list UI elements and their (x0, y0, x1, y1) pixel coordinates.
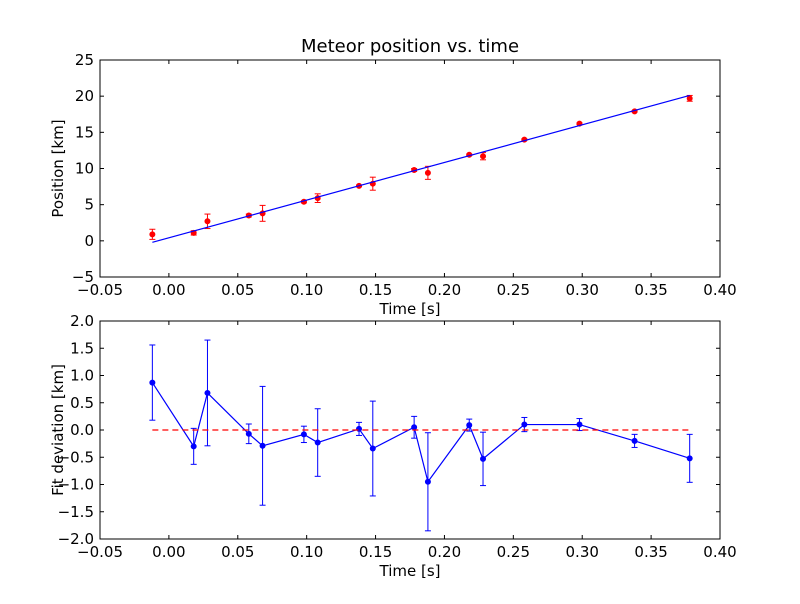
panel-2-x-tick-label: 0.25 (497, 543, 530, 561)
panel-1-y-axis-label: Position [km] (49, 119, 67, 217)
panel-2-series-1-point (245, 430, 252, 437)
panel-2-y-tick-label: −2.0 (58, 530, 94, 548)
panel-2-x-tick-label: 0.00 (152, 543, 185, 561)
panel-2-series-1-point (204, 389, 211, 396)
panel-2-series-1-point (411, 424, 418, 431)
panel-1-x-tick-label: 0.05 (221, 281, 254, 299)
panel-2-series-1-point (424, 478, 431, 485)
panel-1-x-tick-label: 0.35 (634, 281, 667, 299)
panel-2-series-1-point (149, 379, 156, 386)
panel-2-series-1-point (576, 421, 583, 428)
panel-1-y-tick-label: 0 (84, 232, 94, 250)
panel-2-y-tick-label: −1.0 (58, 476, 94, 494)
panel-1-x-tick-label: 0.25 (497, 281, 530, 299)
panel-2: −0.05 0.00 0.05 0.10 0.15 0.20 0.25 0.30 0.35 0.4… (49, 312, 737, 580)
panel-2-y-tick-label: 2.0 (70, 312, 94, 330)
panel-1-y-tick-label: 15 (75, 123, 94, 141)
panel-2-x-tick-label: −0.05 (77, 543, 123, 561)
panel-2-series-1-point (686, 455, 693, 462)
panel-2-series-1-point (369, 445, 376, 452)
panel-2-series-1-point (356, 425, 363, 432)
panel-2-series-1-point (190, 443, 197, 450)
panel-2-series-1-line (151, 382, 690, 484)
panel-1-x-tick-label: 0.15 (359, 281, 392, 299)
panel-2-x-tick-label: 0.30 (566, 543, 599, 561)
panel-2-y-tick-label: 1.0 (70, 367, 94, 385)
panel-1-y-tick-label: 25 (75, 51, 94, 69)
panel-1-series-1-point (686, 95, 693, 102)
panel-2-x-tick-label: 0.40 (703, 543, 736, 561)
panel-2-x-tick-label: 0.20 (428, 543, 461, 561)
panel-1-x-tick-label: 0.30 (566, 281, 599, 299)
panel-2-series-1-point (521, 421, 528, 428)
panel-2-series-1-point (631, 437, 638, 444)
panel-2-y-tick-label: 1.5 (70, 339, 94, 357)
panel-1-x-axis-label: Time [s] (379, 300, 441, 318)
panel-1-x-tick-label: 0.00 (152, 281, 185, 299)
panel-2-x-tick-label: 0.35 (634, 543, 667, 561)
panel-1-title: Meteor position vs. time (301, 36, 519, 57)
panel-2-y-tick-label: 0.5 (70, 394, 94, 412)
panel-1-series-1-point (480, 153, 487, 160)
panel-1-series-2-fit-line (152, 94, 690, 243)
panel-2-series-1-point (259, 442, 266, 449)
panel-1-y-tick-label: 10 (75, 160, 94, 178)
panel-1-series-1-point (204, 218, 211, 225)
panel-1-series-1-point (424, 169, 431, 176)
panel-2-y-tick-label: −0.5 (58, 448, 94, 466)
panel-2-series-1-point (314, 439, 321, 446)
panel-1-y-tick-label: 20 (75, 87, 94, 105)
panel-2-series-1-point (480, 455, 487, 462)
panel-2-series-1-point (466, 422, 473, 429)
panel-1-x-tick-label: −0.05 (77, 281, 123, 299)
panel-1-y-tick-label: −5 (72, 268, 94, 286)
panel-1-x-tick-label: 0.10 (290, 281, 323, 299)
panel-2-series-1-point (300, 431, 307, 438)
panel-1-y-tick-label: 5 (84, 196, 94, 214)
panel-1-x-tick-label: 0.40 (703, 281, 736, 299)
panel-2-y-tick-label: 0.0 (70, 421, 94, 439)
panel-1-series-1-point (149, 231, 156, 238)
panel-1-axes-frame (99, 59, 721, 278)
panel-2-x-axis-label: Time [s] (379, 562, 441, 580)
panel-1: Meteor position vs. time −0.05 0.00 0.05 0.1… (49, 36, 737, 318)
panel-1-x-tick-label: 0.20 (428, 281, 461, 299)
panel-2-x-tick-label: 0.10 (290, 543, 323, 561)
panel-2-x-tick-label: 0.05 (221, 543, 254, 561)
panel-2-y-tick-label: −1.5 (58, 503, 94, 521)
panel-2-y-axis-label: Fit deviation [km] (49, 364, 67, 496)
panel-2-x-tick-label: 0.15 (359, 543, 392, 561)
